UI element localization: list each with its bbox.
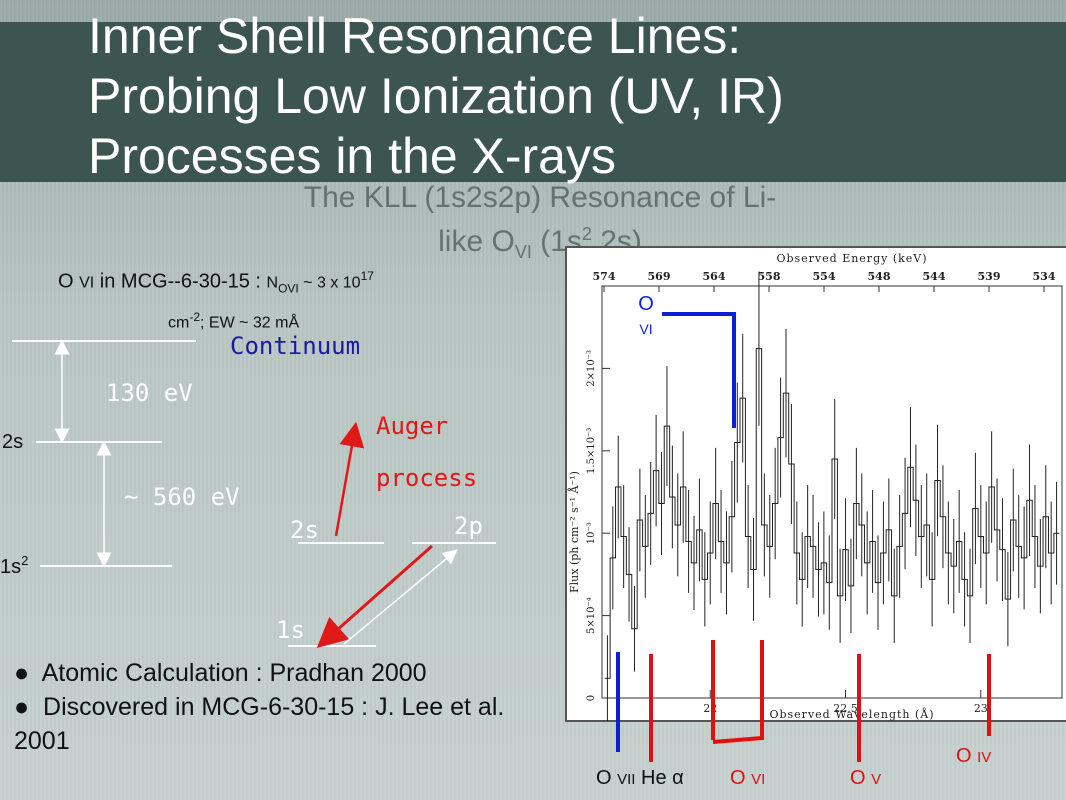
ovi-ew: ; EW ~ 32 mÅ: [200, 313, 300, 331]
marker-label: O V: [850, 767, 881, 789]
marker-label-ion: O: [850, 767, 871, 789]
excitation-arrow: [343, 549, 458, 645]
title-line-2: Probing Low Ionization (UV, IR): [88, 68, 784, 124]
ovi-caption: O VI in MCG--6-30-15 : NOVI ~ 3 x 1017 c…: [58, 262, 538, 337]
auger-arrow: [334, 421, 365, 537]
sublevel-1s-label: 1s: [276, 616, 305, 644]
energy-level-diagram: Continuum 130 eV ~ 560 eV 2s 1s2 Auger p…: [0, 332, 496, 648]
ovi-column-exp: 17: [360, 269, 374, 283]
ghost-subtitle: The KLL (1s2s2p) Resonance of Li- like O…: [230, 180, 850, 270]
energy-130-label: 130 eV: [106, 379, 193, 407]
marker-label: O VI: [730, 767, 765, 789]
sublevel-2p-label: 2p: [454, 512, 483, 540]
ovi-column-label: N: [266, 274, 279, 292]
marker-label-stage: VII: [617, 771, 635, 788]
ghost-subtitle-ion: VI: [514, 242, 532, 262]
ghost-subtitle-prefix: like O: [438, 225, 515, 258]
marker-label-ion: O: [956, 745, 977, 767]
marker-label-stage: VI: [751, 771, 765, 788]
marker-label-ion: O: [730, 767, 751, 789]
bullet-list: ● Atomic Calculation : Pradhan 2000 ● Di…: [14, 656, 524, 758]
marker-label: O VII He α: [596, 767, 684, 789]
level-1s-base: 1s: [0, 556, 21, 578]
ovi-marker-bracket: [712, 736, 763, 744]
auger-label-line2: process: [376, 464, 477, 492]
ovi-column-sub: OVI: [278, 281, 299, 296]
ovi-unit-exp: -2: [189, 309, 200, 324]
energy-560-label: ~ 560 eV: [124, 483, 240, 511]
marker-label-extra: He α: [635, 767, 683, 789]
ovi-column-value: ~ 3 x 10: [298, 274, 361, 292]
bullet-text: Discovered in MCG-6-30-15 : J. Lee et al…: [14, 693, 505, 755]
ovi-unit: cm: [168, 313, 190, 331]
ghost-subtitle-sup: 2: [581, 224, 592, 244]
bullet-marker: ●: [14, 659, 30, 687]
title-band: [0, 22, 1066, 182]
ovi-galaxy: in MCG--6-30-15 :: [94, 270, 267, 293]
ghost-subtitle-line1: The KLL (1s2s2p) Resonance of Li-: [303, 181, 777, 214]
title-line-3: Processes in the X-rays: [88, 128, 616, 184]
marker-label: O IV: [956, 745, 991, 767]
level-1s-sup: 2: [21, 553, 28, 568]
title-line-1: Inner Shell Resonance Lines:: [88, 8, 742, 64]
bullet-text: Atomic Calculation : Pradhan 2000: [41, 659, 427, 687]
bullet-item: ● Discovered in MCG-6-30-15 : J. Lee et …: [14, 690, 524, 758]
marker-label-stage: IV: [977, 749, 991, 766]
decay-arrow: [316, 544, 433, 648]
ovi-caption-line2: cm-2; EW ~ 32 mÅ: [58, 303, 538, 337]
spectrum-plot-frame: [565, 246, 1066, 722]
auger-label-line1: Auger: [376, 412, 448, 440]
ovi-ion: VI: [79, 274, 95, 292]
ovi-ion-prefix: O: [58, 270, 80, 293]
bullet-item: ● Atomic Calculation : Pradhan 2000: [14, 656, 524, 690]
slide-title: Inner Shell Resonance Lines: Probing Low…: [88, 6, 784, 186]
sublevel-2s-label: 2s: [290, 516, 319, 544]
bullet-marker: ●: [14, 693, 30, 721]
level-1s-label: 1s2: [0, 553, 28, 578]
marker-label-ion: O: [596, 767, 617, 789]
level-2s-label: 2s: [2, 431, 23, 453]
continuum-label: Continuum: [230, 332, 360, 360]
marker-label-stage: V: [871, 771, 881, 788]
